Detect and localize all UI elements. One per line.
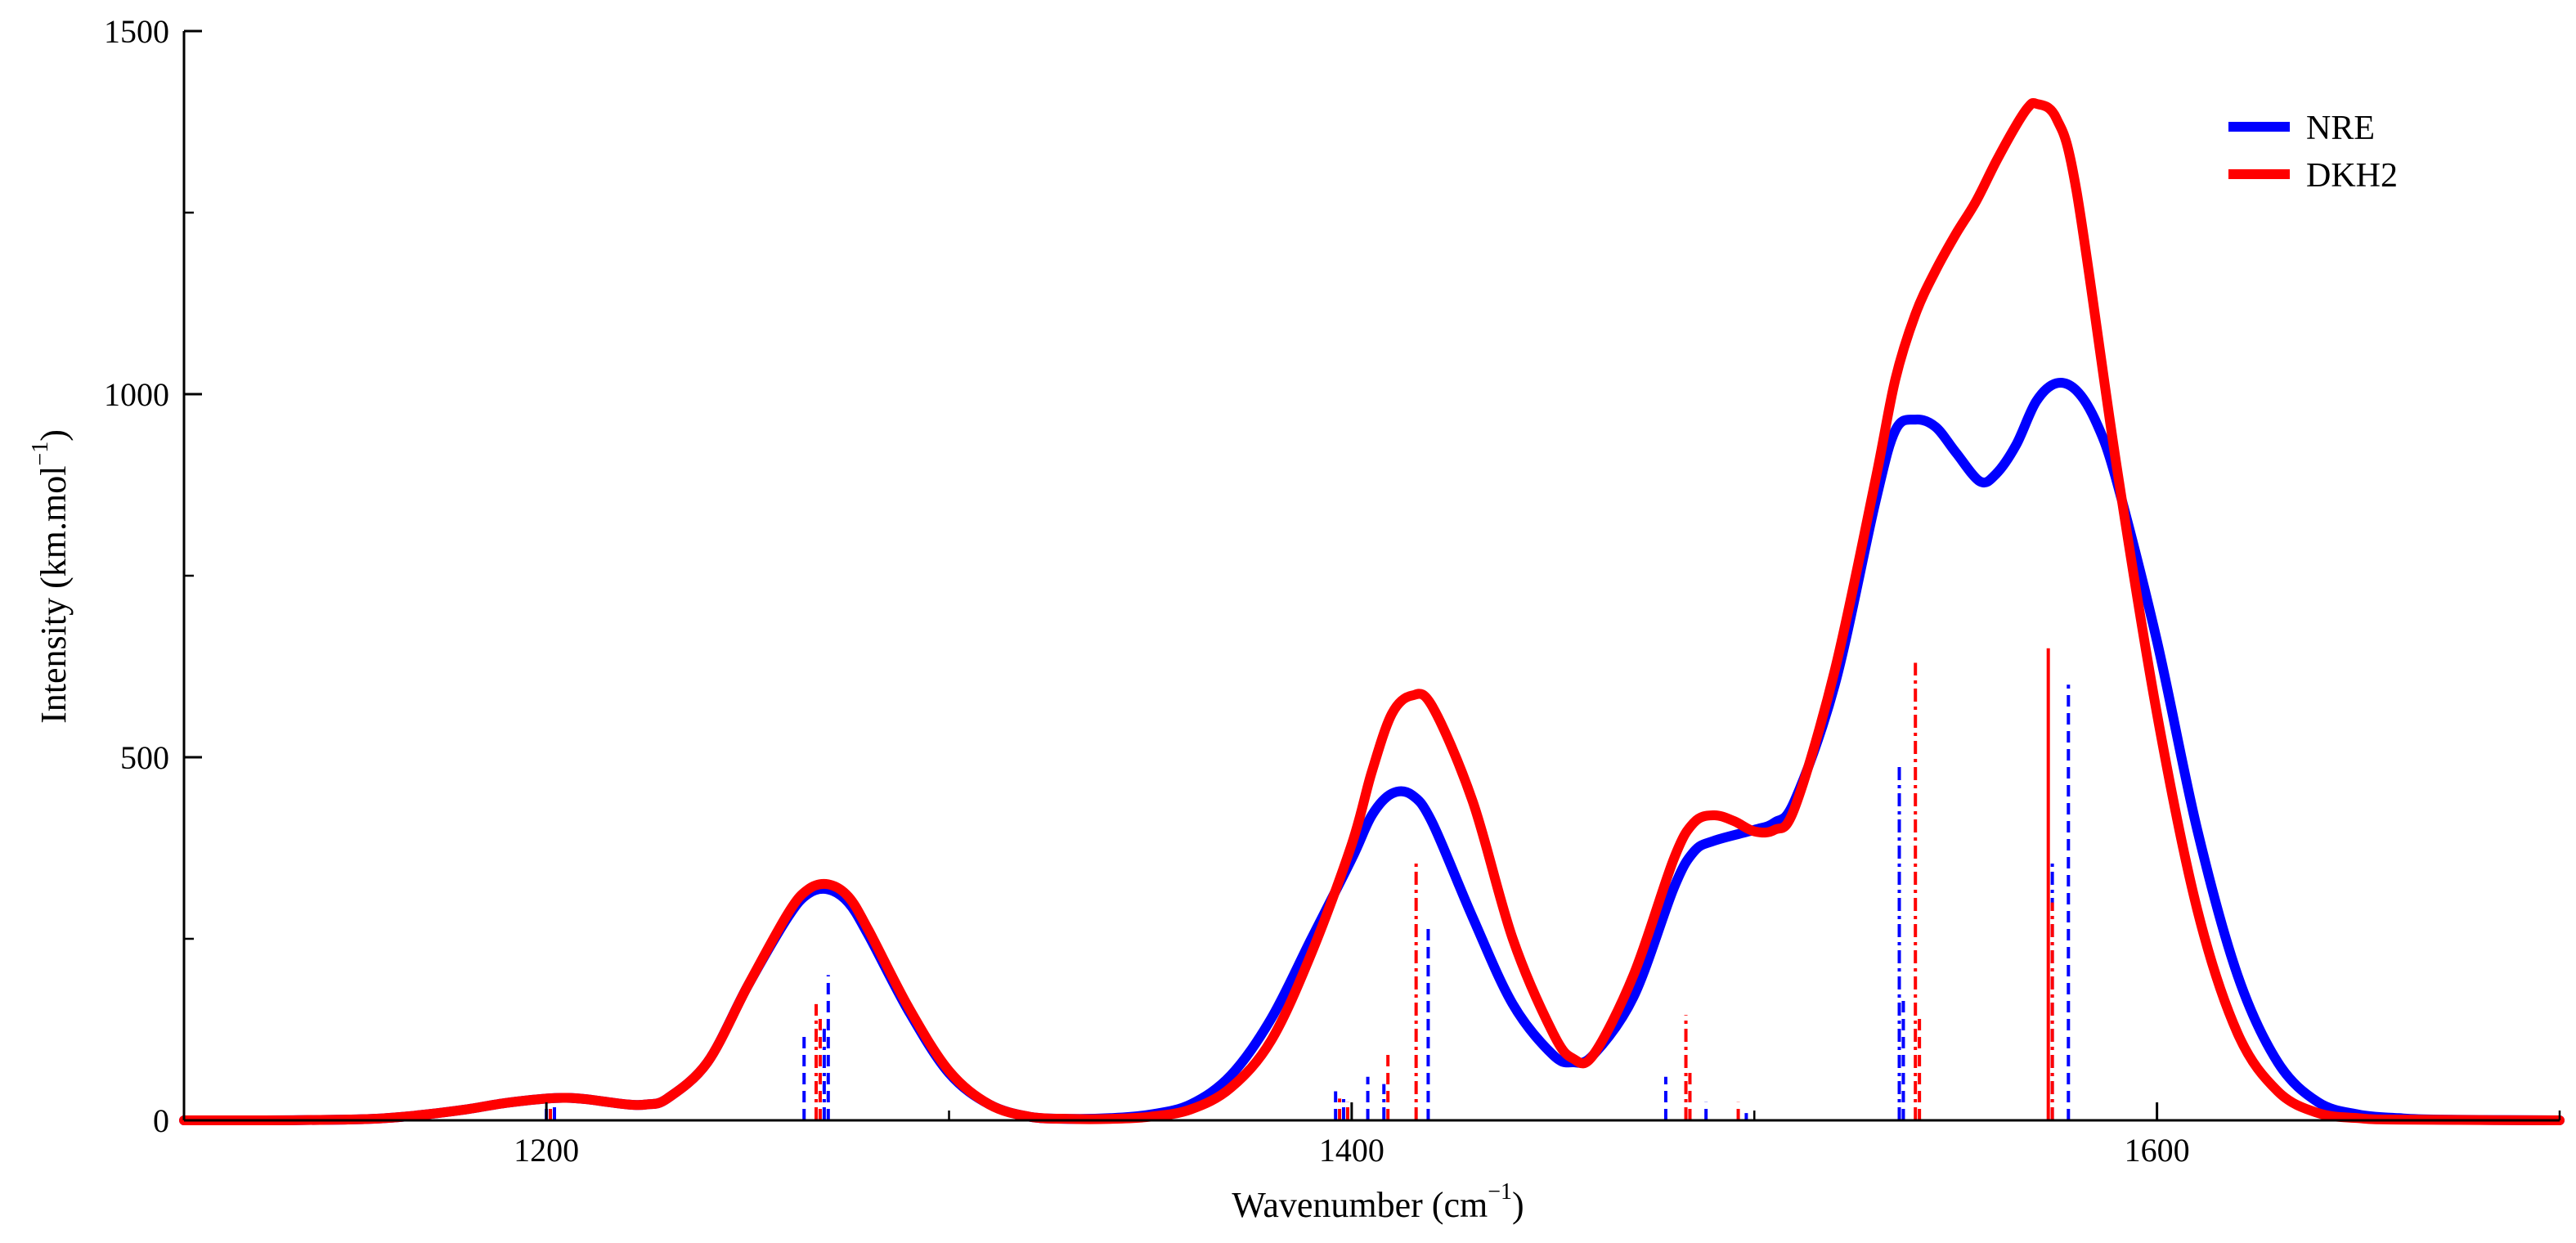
x-axis-label-end: ) — [1512, 1185, 1524, 1225]
stick-spectra-group — [545, 648, 2071, 1120]
x-tick-label: 1600 — [2125, 1132, 2190, 1169]
legend-label-nre: NRE — [2306, 110, 2375, 147]
x-tick-label: 1200 — [514, 1132, 579, 1169]
x-tick-label: 1400 — [1319, 1132, 1384, 1169]
x-axis-label: Wavenumber (cm−1) — [1232, 1179, 1524, 1225]
ticks-group: 1200 1400 1600 0 500 1000 1500 — [104, 13, 2561, 1169]
curve-series-group — [179, 97, 2565, 1126]
series-line-nre — [179, 378, 2565, 1126]
y-axis-label-main: Intensity (km.mol — [34, 466, 74, 724]
y-axis-label-sup: −1 — [28, 442, 53, 466]
y-tick-label: 500 — [120, 739, 169, 776]
y-tick-label: 1500 — [104, 13, 169, 50]
y-tick-label: 0 — [153, 1102, 169, 1139]
x-axis-label-sup: −1 — [1488, 1179, 1512, 1205]
y-tick-label: 1000 — [104, 376, 169, 413]
legend: NRE DKH2 — [2228, 110, 2398, 195]
y-axis-label-end: ) — [34, 429, 74, 442]
legend-label-dkh2: DKH2 — [2306, 157, 2398, 195]
series-line-dkh2 — [179, 97, 2565, 1126]
y-axis-label: Intensity (km.mol−1) — [28, 429, 74, 724]
x-axis-label-main: Wavenumber (cm — [1232, 1185, 1488, 1225]
axes-group — [182, 31, 2560, 1122]
